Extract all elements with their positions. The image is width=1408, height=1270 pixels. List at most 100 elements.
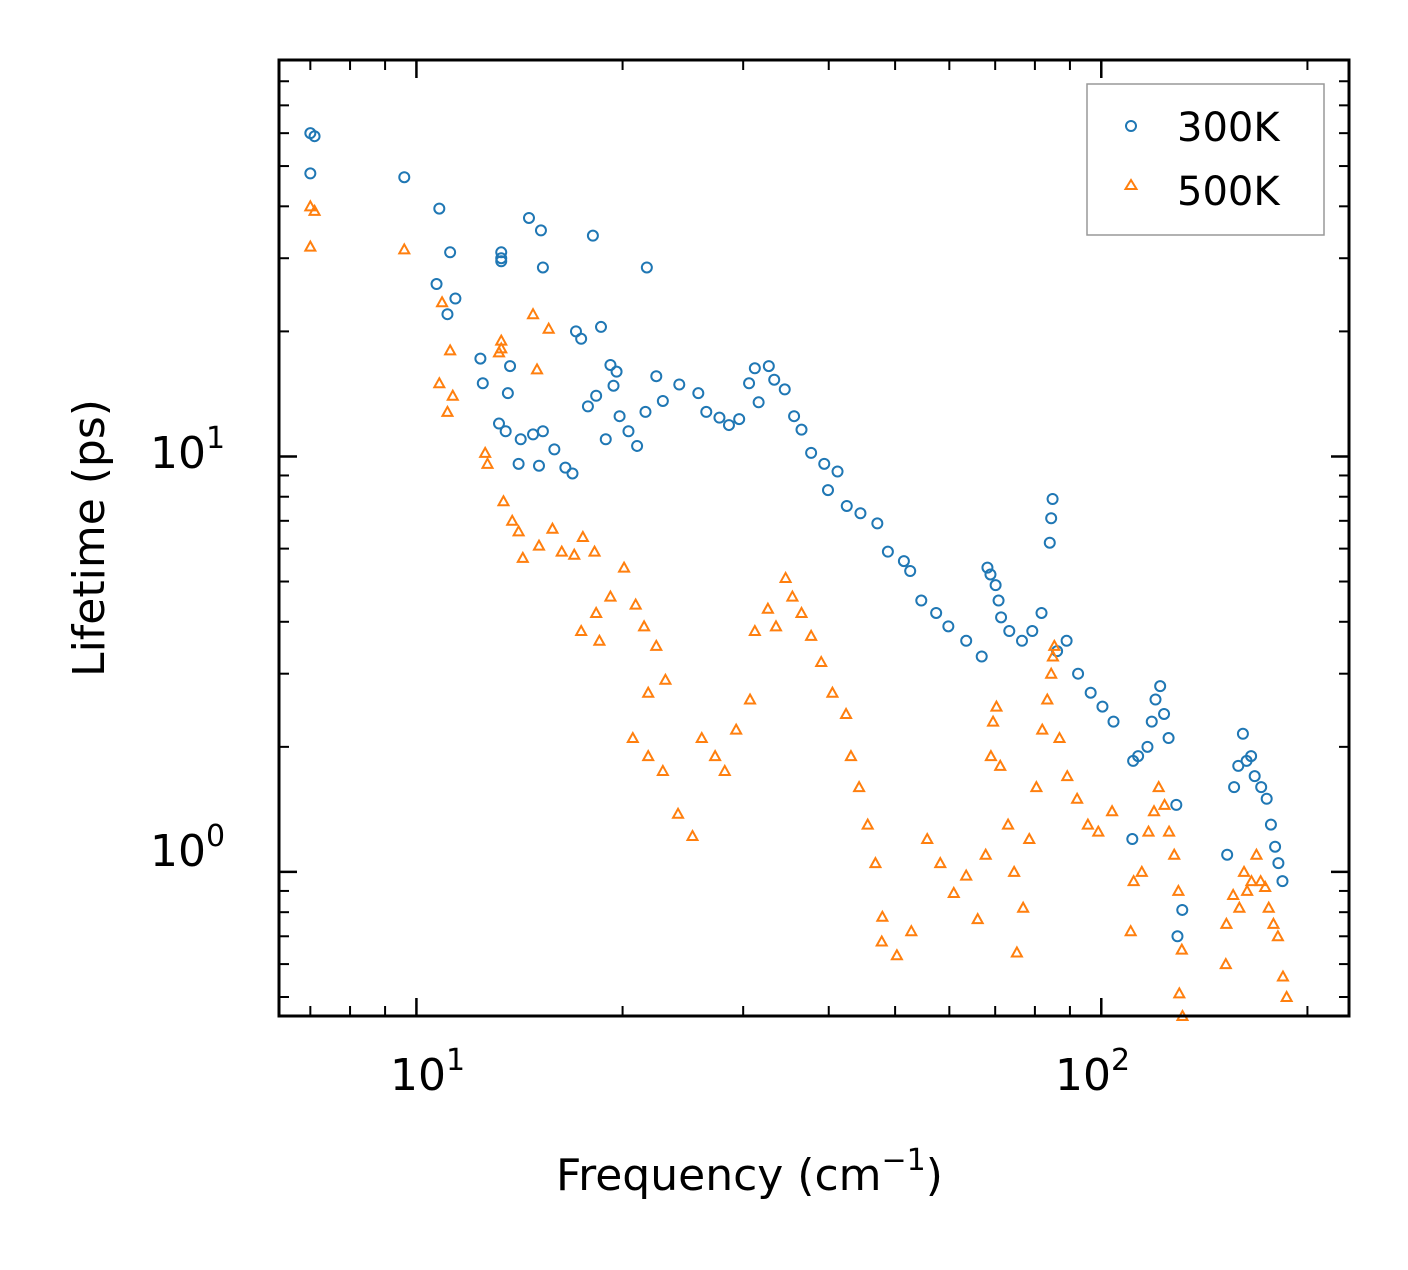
data-point-500k: [825, 685, 840, 698]
data-point-300k: [1096, 700, 1109, 713]
data-point-300k: [821, 484, 834, 497]
data-point-300k: [1107, 715, 1120, 728]
data-point-500k: [1081, 817, 1095, 830]
data-point-300k: [1046, 492, 1059, 505]
data-point-500k: [1271, 929, 1285, 942]
data-point-500k: [555, 544, 569, 557]
data-point-500k: [1219, 957, 1233, 970]
data-point-500k: [1052, 730, 1067, 744]
data-point-300k: [1236, 727, 1249, 740]
data-point-300k: [499, 425, 512, 438]
data-point-500k: [628, 597, 643, 610]
data-point-300k: [512, 457, 525, 470]
data-point-500k: [729, 722, 743, 735]
data-point-300k: [1154, 680, 1167, 693]
x-axis-title: Frequency (cm−1): [556, 1143, 943, 1201]
data-point-500k: [1001, 817, 1015, 830]
data-point-300k: [474, 352, 487, 365]
data-point-300k: [915, 594, 928, 607]
data-point-500k: [814, 654, 828, 668]
data-point-500k: [1262, 900, 1276, 913]
data-point-300k: [433, 202, 446, 215]
data-point-300k: [984, 568, 997, 581]
data-point-500k: [1105, 804, 1119, 817]
major-ticks: [279, 60, 1349, 1016]
data-point-500k: [1035, 722, 1049, 735]
data-point-300k: [904, 565, 917, 578]
data-point-500k: [656, 763, 670, 776]
data-point-300k: [656, 394, 669, 407]
data-point-300k: [942, 620, 955, 633]
data-point-300k: [854, 507, 867, 520]
data-point-500k: [785, 589, 800, 602]
data-point-300k: [610, 365, 623, 378]
data-point-500k: [1046, 649, 1060, 662]
data-point-500k: [1126, 874, 1141, 887]
data-point-300k: [514, 433, 527, 446]
data-point-500k: [890, 948, 904, 961]
legend-marker-300k: [1125, 120, 1137, 132]
data-point-300k: [768, 373, 781, 386]
data-point-500k: [574, 623, 588, 637]
legend-marker-500k: [1123, 178, 1139, 190]
legend-label-300k: 300K: [1177, 105, 1281, 151]
data-point-500k: [761, 601, 775, 614]
data-point-300k: [1149, 693, 1162, 706]
data-point-500k: [626, 730, 640, 744]
data-point-300k: [1060, 634, 1073, 647]
data-point-300k: [1158, 707, 1171, 720]
data-point-500k: [868, 856, 883, 869]
data-point-500k: [1007, 864, 1021, 877]
legend-box: [1086, 83, 1325, 236]
data-point-500k: [592, 633, 607, 646]
data-point-300k: [536, 425, 549, 438]
data-point-500k: [1279, 989, 1294, 1002]
data-point-500k: [303, 239, 318, 252]
data-point-500k: [1226, 887, 1240, 900]
data-point-500k: [748, 623, 762, 637]
data-point-300k: [871, 517, 884, 530]
data-point-500k: [1010, 945, 1024, 958]
data-point-300k: [975, 650, 988, 663]
x-tick-label-10: 101: [390, 1043, 465, 1101]
data-point-300k: [1170, 798, 1183, 811]
data-point-500k: [1157, 797, 1172, 810]
data-point-300k: [594, 320, 607, 333]
data-point-300k: [1176, 903, 1189, 916]
data-point-300k: [981, 561, 994, 574]
data-point-300k: [534, 224, 547, 237]
data-point-500k: [1276, 969, 1290, 982]
data-point-300k: [1084, 686, 1097, 699]
data-point-300k: [795, 423, 808, 436]
data-point-300k: [1272, 857, 1285, 870]
data-point-300k: [650, 370, 663, 383]
data-point-500k: [1040, 692, 1054, 705]
data-point-500k: [649, 638, 663, 651]
data-point-500k: [641, 749, 655, 762]
data-point-500k: [567, 547, 581, 560]
data-point-300k: [504, 360, 517, 373]
data-point-300k: [495, 255, 508, 268]
data-point-500k: [658, 672, 673, 685]
data-point-300k: [1045, 512, 1058, 525]
data-point-500k: [989, 699, 1004, 712]
data-point-500k: [778, 570, 793, 583]
y-axis-title: Lifetime (ps): [64, 399, 115, 677]
data-point-500k: [1249, 847, 1264, 860]
points-layer: [303, 127, 1294, 1021]
data-point-500k: [839, 706, 853, 719]
data-point-500k: [804, 628, 818, 641]
data-point-300k: [897, 555, 910, 568]
data-point-300k: [1276, 875, 1289, 888]
data-point-300k: [522, 211, 535, 224]
data-point-300k: [599, 433, 612, 446]
data-point-300k: [1228, 781, 1241, 794]
data-point-300k: [930, 606, 943, 619]
data-point-500k: [1029, 780, 1044, 793]
data-point-300k: [1221, 848, 1234, 861]
data-point-300k: [831, 465, 844, 478]
data-point-500k: [1172, 986, 1187, 999]
data-point-500k: [526, 307, 540, 320]
data-point-500k: [852, 780, 866, 793]
data-point-500k: [1135, 864, 1149, 877]
